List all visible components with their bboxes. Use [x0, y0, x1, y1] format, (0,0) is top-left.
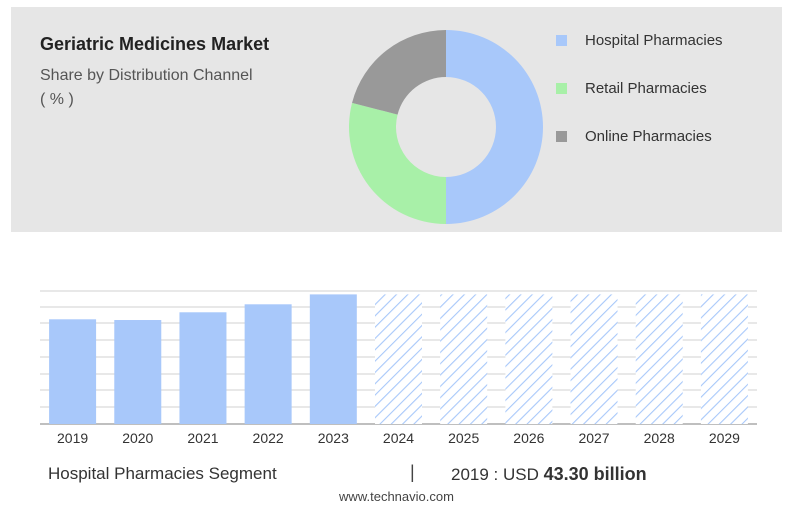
legend-swatch-online [556, 130, 567, 142]
bar-2020 [114, 320, 162, 424]
x-tick-label-2029: 2029 [709, 430, 740, 446]
x-tick-label-2028: 2028 [644, 430, 675, 446]
donut-slice-retail [348, 102, 446, 224]
legend-swatch-retail [556, 82, 567, 94]
footer-separator: | [410, 462, 415, 482]
bar-2029 [700, 294, 748, 424]
legend-item-retail: Retail Pharmacies [556, 64, 723, 112]
subtitle-line-1: Share by Distribution Channel [40, 67, 253, 84]
website-link[interactable]: www.technavio.com [339, 489, 454, 504]
bar-2025 [440, 294, 488, 424]
x-tick-label-2023: 2023 [318, 430, 349, 446]
segment-value-amount: 43.30 billion [543, 464, 647, 484]
legend-label-online: Online Pharmacies [585, 127, 712, 145]
x-tick-label-2024: 2024 [383, 430, 414, 446]
donut-slice-hospital [446, 30, 543, 224]
x-tick-label-2021: 2021 [187, 430, 218, 446]
legend-item-online: Online Pharmacies [556, 112, 723, 160]
segment-value: 2019 : USD 43.30 billion [451, 464, 647, 485]
legend-swatch-hospital [556, 34, 567, 46]
x-tick-label-2022: 2022 [253, 430, 284, 446]
donut-chart [348, 30, 543, 224]
chart-subtitle: Share by Distribution Channel ( % ) [40, 64, 253, 112]
bar-2027 [570, 294, 618, 424]
donut-legend: Hospital Pharmacies Retail Pharmacies On… [556, 16, 723, 160]
bar-2023 [309, 294, 357, 424]
subtitle-line-2: ( % ) [40, 91, 74, 108]
bar-2026 [505, 294, 553, 424]
x-tick-label-2020: 2020 [122, 430, 153, 446]
x-tick-label-2026: 2026 [513, 430, 544, 446]
bar-2028 [635, 294, 683, 424]
x-tick-label-2019: 2019 [57, 430, 88, 446]
x-tick-label-2027: 2027 [578, 430, 609, 446]
bar-2022 [244, 304, 292, 424]
segment-year-prefix: 2019 : USD [451, 465, 544, 484]
segment-label: Hospital Pharmacies Segment [48, 464, 277, 483]
bar-2021 [179, 312, 227, 424]
legend-item-hospital: Hospital Pharmacies [556, 16, 723, 64]
bar-2019 [49, 319, 97, 424]
chart-title: Geriatric Medicines Market [40, 34, 270, 54]
x-tick-label-2025: 2025 [448, 430, 479, 446]
bar-2024 [375, 294, 422, 424]
donut-slice-online [352, 30, 446, 115]
legend-label-retail: Retail Pharmacies [585, 79, 707, 97]
legend-label-hospital: Hospital Pharmacies [585, 31, 723, 49]
